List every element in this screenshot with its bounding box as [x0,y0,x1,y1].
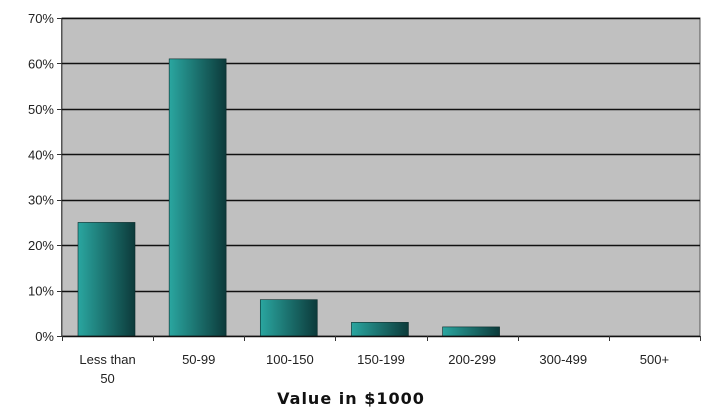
x-tick-labels: Less than 50 50-99 100-150 150-199 200-299 300… [79,352,669,386]
bar [168,58,227,337]
y-tick-label: 30% [28,193,54,208]
y-tick-labels: 0% 10% 20% 30% 40% 50% 60% 70% [28,11,54,344]
bar [259,299,318,337]
y-tick-label: 20% [28,238,54,253]
x-tick-label: 100-150 [266,352,314,367]
x-tick-label: 300-499 [539,352,587,367]
bar [77,222,136,337]
bar [442,326,500,337]
gridlines [62,17,700,293]
y-tick-label: 40% [28,147,54,162]
x-tick-label: 500+ [640,352,669,367]
y-tick-label: 0% [35,329,54,344]
bar [351,322,409,337]
y-tick-label: 50% [28,102,54,117]
x-tick-label: Less than 50 [79,352,135,386]
x-axis-title: Value in $1000 [277,389,425,408]
x-tick-label: 200-299 [448,352,496,367]
y-tick-label: 70% [28,11,54,26]
y-tick-label: 60% [28,56,54,71]
plot-area [61,17,701,337]
y-tick-label: 10% [28,284,54,299]
x-tick-label: 50-99 [182,352,215,367]
x-tick-label: 150-199 [357,352,405,367]
axes [57,18,701,341]
